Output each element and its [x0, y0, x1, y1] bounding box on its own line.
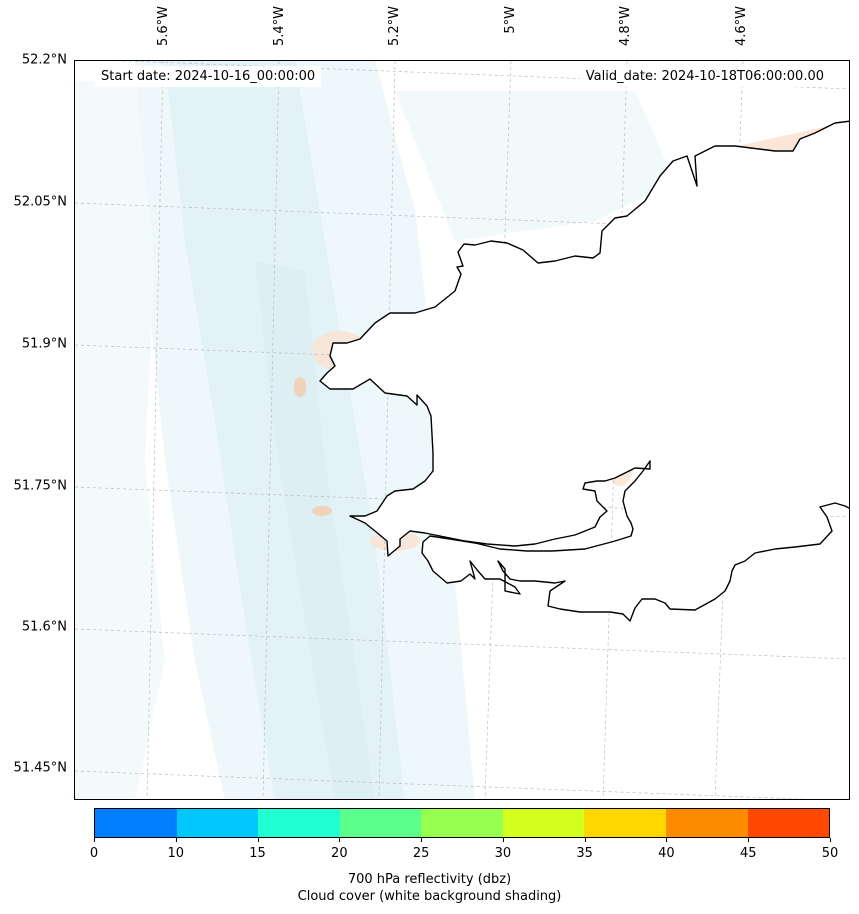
colorbar-segment-2 — [258, 809, 340, 837]
colorbar-tick-label: 10 — [167, 846, 185, 861]
colorbar-tickmark — [421, 838, 423, 842]
valid-date-label: Valid_date: 2024-10-18T06:00:00.00 — [579, 66, 830, 87]
lon-label: 5.4°W — [272, 6, 287, 47]
colorbar-tickmark — [175, 838, 177, 842]
colorbar-tickmark — [339, 838, 341, 842]
colorbar-tick-label: 45 — [739, 846, 757, 861]
colorbar — [94, 808, 830, 838]
colorbar-segment-1 — [176, 809, 259, 837]
lon-label: 4.6°W — [734, 6, 749, 47]
colorbar-tick-label: 0 — [89, 846, 99, 861]
lat-label: 51.75°N — [13, 478, 67, 494]
colorbar-tick-label: 25 — [412, 846, 430, 861]
start-date-label: Start date: 2024-10-16_00:00:00 — [95, 66, 322, 87]
map-canvas — [75, 61, 849, 799]
colorbar-segment-5 — [502, 809, 585, 837]
cloud-shading — [75, 61, 675, 799]
lat-label: 52.2°N — [21, 52, 67, 68]
lon-label: 4.8°W — [618, 6, 633, 47]
colorbar-tickmark — [666, 838, 668, 842]
colorbar-tick-label: 30 — [494, 846, 512, 861]
colorbar-tickmark — [584, 838, 586, 842]
colorbar-segment-4 — [421, 809, 503, 837]
colorbar-tick-label: 20 — [331, 846, 348, 861]
colorbar-tick-label: 35 — [576, 846, 593, 861]
colorbar-tickmark — [502, 838, 504, 842]
map-panel — [74, 60, 850, 800]
lon-label: 5°W — [503, 6, 518, 34]
colorbar-tick-label: 15 — [249, 846, 266, 861]
lon-label: 5.2°W — [387, 6, 402, 47]
colorbar-tick-label: 50 — [821, 846, 839, 861]
colorbar-tickmark — [748, 838, 750, 842]
colorbar-segment-3 — [339, 809, 422, 837]
lon-label: 5.6°W — [156, 6, 171, 47]
colorbar-segment-7 — [665, 809, 748, 837]
lat-label: 51.6°N — [21, 619, 67, 635]
lat-label: 51.45°N — [13, 760, 67, 776]
colorbar-tick-label: 40 — [658, 846, 675, 861]
colorbar-segment-6 — [584, 809, 666, 837]
colorbar-segment-8 — [747, 809, 830, 837]
colorbar-tickmark — [257, 838, 259, 842]
colorbar-label-line1: 700 hPa reflectivity (dbz) — [347, 872, 512, 887]
coastline-outline — [319, 120, 849, 622]
lat-label: 52.05°N — [13, 194, 67, 210]
colorbar-tickmark — [94, 838, 95, 842]
colorbar-label: 700 hPa reflectivity (dbz) Cloud cover (… — [0, 871, 859, 905]
colorbar-segment-0 — [95, 809, 177, 837]
colorbar-tickmark — [830, 838, 831, 842]
lat-label: 51.9°N — [21, 336, 67, 352]
colorbar-label-line2: Cloud cover (white background shading) — [297, 889, 562, 904]
